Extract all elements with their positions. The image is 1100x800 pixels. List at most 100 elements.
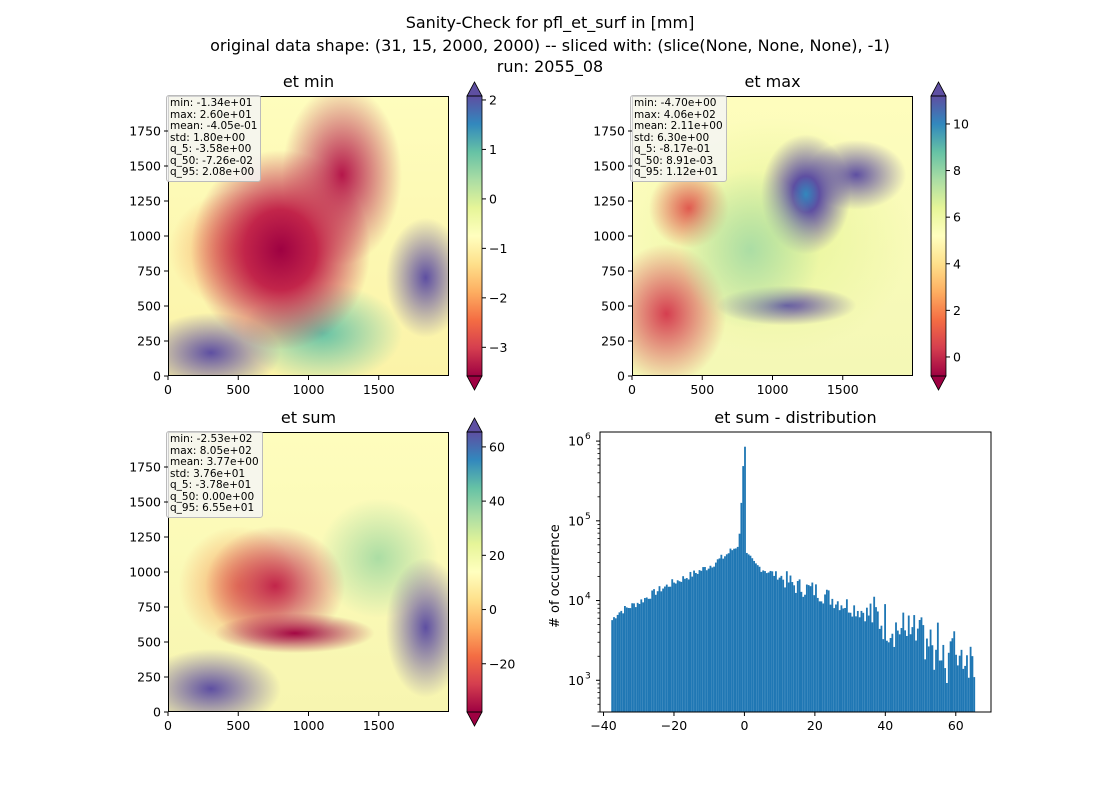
x-tick-label: 500: [226, 382, 250, 397]
histogram-bar: [926, 638, 928, 712]
histogram-bar: [702, 567, 705, 712]
histogram-bar: [789, 575, 792, 712]
histogram-bar: [642, 602, 645, 712]
histogram-bar: [938, 660, 941, 712]
y-tick-label: 250: [601, 334, 625, 349]
histogram-bar: [915, 640, 917, 712]
y-tick-label: 10: [568, 513, 584, 528]
histogram-bar: [885, 640, 888, 712]
x-tick-label: 1000: [757, 382, 789, 397]
histogram-bar: [755, 563, 757, 712]
histogram-bar: [882, 639, 885, 712]
colorbar-tick-label: −1: [489, 241, 507, 256]
histogram-bar: [673, 582, 675, 712]
histogram-bar: [835, 604, 837, 712]
histogram-bar: [625, 607, 628, 712]
panel-title: et sum: [280, 408, 337, 427]
y-tick-label: 1500: [593, 159, 625, 174]
histogram-bar: [700, 570, 703, 712]
histogram-bar: [933, 669, 936, 712]
histogram-bar: [620, 610, 623, 712]
histogram-bar: [758, 566, 761, 712]
histogram-bar: [640, 599, 643, 712]
histogram-bar: [867, 615, 870, 712]
histogram-bar: [831, 598, 834, 712]
histogram-bar: [824, 594, 826, 712]
histogram-bar: [813, 595, 816, 712]
histogram-bar: [876, 611, 879, 712]
histogram-bar: [804, 594, 806, 712]
histogram-bar: [622, 613, 625, 712]
figure-title-line-1: Sanity-Check for pfl_et_surf in [mm]: [405, 13, 695, 32]
histogram-bar: [736, 546, 739, 712]
histogram-bar: [800, 591, 803, 712]
histogram-bar: [689, 571, 692, 712]
y-tick-label: 0: [153, 369, 161, 384]
histogram-bar: [616, 614, 619, 712]
histogram-bar: [944, 668, 947, 712]
histogram-bar: [665, 584, 668, 712]
colorbar-tick-label: 10: [953, 116, 969, 131]
histogram-bar: [634, 607, 637, 712]
histogram-bar: [731, 550, 734, 712]
histogram-bar: [734, 548, 737, 712]
x-tick-label: 0: [164, 382, 172, 397]
histogram-bar: [785, 571, 788, 712]
colorbar-frame: [930, 95, 947, 377]
histogram-bar: [654, 594, 657, 712]
stats-box: min: -4.70e+00 max: 4.06e+02 mean: 2.11e+0…: [630, 95, 727, 182]
x-tick-label: 0: [628, 382, 636, 397]
y-tick-label: 750: [137, 600, 161, 615]
stats-line: q_95: 2.08e+00: [170, 166, 255, 178]
histogram-bar: [776, 579, 779, 712]
histogram-bar: [966, 655, 968, 712]
histogram-bar: [771, 571, 774, 712]
y-tick-label: 1750: [129, 460, 161, 475]
histogram-bar: [795, 592, 797, 712]
histogram-bar: [780, 575, 783, 712]
figure-title-line-3: run: 2055_08: [496, 57, 604, 76]
histogram-bar: [953, 631, 956, 712]
colorbar-tick-label: 20: [489, 548, 505, 563]
stats-box: min: -1.34e+01 max: 2.60e+01 mean: -4.05e-…: [166, 95, 262, 182]
panel-title: et sum - distribution: [714, 408, 877, 427]
histogram-bar: [862, 612, 865, 712]
histogram-bar: [791, 582, 794, 712]
histogram-bar: [693, 570, 695, 712]
histogram-bar: [684, 578, 686, 712]
histogram-bar: [782, 579, 785, 712]
histogram-bar: [851, 616, 854, 712]
histogram-bar: [949, 641, 952, 712]
y-tick-label: 10: [568, 434, 584, 449]
histogram-bar: [864, 621, 866, 712]
colorbar-tick-label: 40: [489, 494, 505, 509]
stats-line: std: 3.76e+01: [170, 467, 246, 480]
stats-line: q_95: 1.12e+01: [634, 166, 719, 178]
y-tick-label: 1750: [129, 124, 161, 139]
stats-line: mean: 2.11e+00: [634, 120, 723, 132]
histogram-bar: [973, 677, 976, 712]
histogram-bar: [611, 620, 614, 712]
histogram-bar: [633, 603, 635, 712]
histogram-bar: [729, 548, 732, 712]
stats-line: mean: 3.77e+00: [170, 456, 259, 468]
histogram-bar: [764, 571, 766, 712]
histogram-bar: [811, 582, 814, 712]
histogram-bar: [869, 603, 872, 712]
y-tick-label: 500: [137, 635, 161, 650]
histogram-bar: [929, 629, 932, 712]
histogram-bar: [773, 575, 776, 712]
histogram-bar: [884, 604, 886, 712]
histogram-bar: [720, 554, 723, 712]
histogram-bar: [907, 615, 910, 712]
histogram-bar: [833, 608, 836, 712]
histogram-bar: [793, 585, 796, 712]
stats-line: min: -1.34e+01: [170, 97, 253, 109]
histogram-bar: [860, 610, 863, 712]
histogram-bar: [900, 628, 903, 712]
histogram-bar: [631, 603, 634, 712]
histogram-bar: [704, 567, 706, 712]
histogram-bar: [967, 677, 970, 712]
histogram-bar: [614, 618, 617, 712]
